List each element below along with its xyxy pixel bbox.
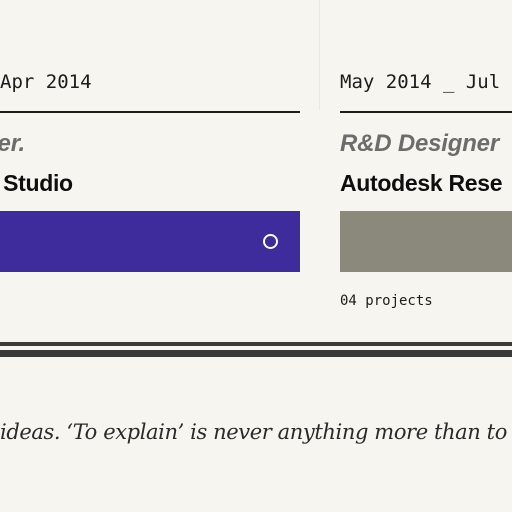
entry-divider [340, 111, 512, 113]
entry-role: R&D Designer [340, 130, 499, 157]
entry-role: r. Designer. Maker. [0, 130, 25, 157]
timeline-entry[interactable]: May 2014 _ Jul R&D Designer Autodesk Res… [340, 0, 512, 310]
entry-date: May 2014 _ Jul [340, 71, 501, 93]
circle-toggle-icon[interactable] [263, 234, 278, 249]
entry-company: ck Studio [0, 170, 73, 196]
entry-date: Apr 2014 [0, 71, 92, 93]
timeline-entry[interactable]: Apr 2014 r. Designer. Maker. ck Studio [0, 0, 300, 310]
section-divider-thick [0, 342, 512, 346]
entry-banner[interactable] [0, 211, 300, 272]
timeline: Apr 2014 r. Designer. Maker. ck Studio M… [0, 0, 512, 310]
entry-company: Autodesk Rese [340, 170, 503, 196]
column-divider [319, 0, 320, 110]
entry-divider [0, 111, 300, 113]
quote-text: ideas. ‘To explain’ is never anything mo… [0, 420, 512, 444]
project-count[interactable]: 04 projects [340, 293, 433, 309]
section-divider-thin [0, 350, 512, 357]
entry-banner[interactable] [340, 211, 512, 272]
